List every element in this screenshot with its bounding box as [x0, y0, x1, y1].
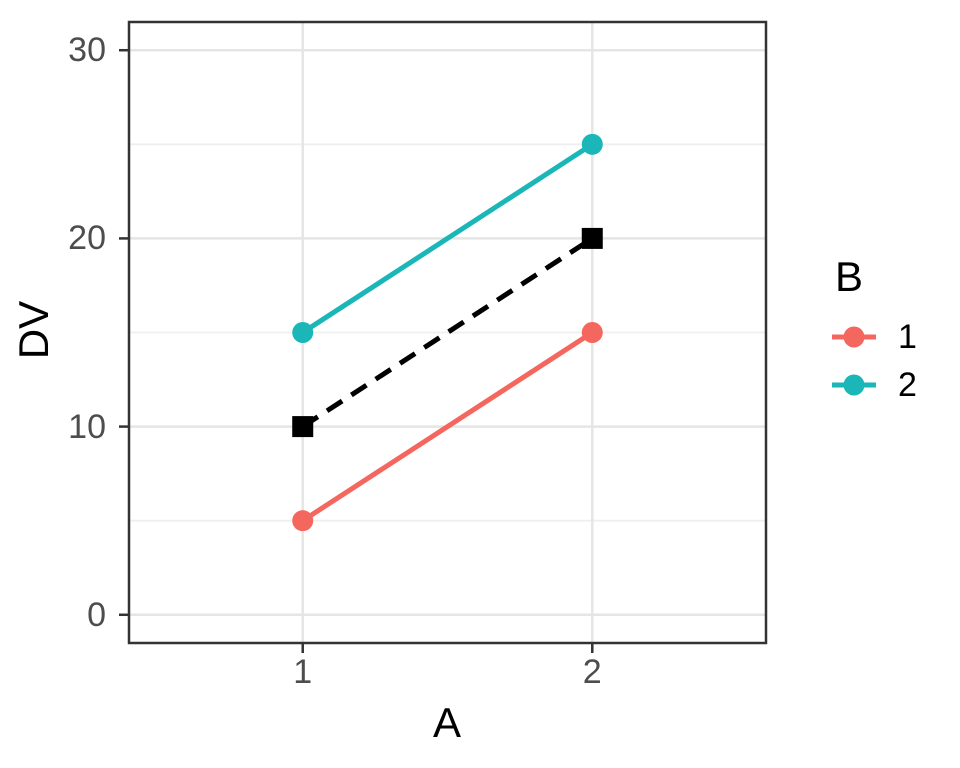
- marker-circle: [581, 322, 603, 343]
- marker-square: [581, 227, 603, 249]
- y-tick-label-0: 0: [87, 595, 106, 634]
- marker-circle: [292, 322, 314, 343]
- marker-circle: [292, 510, 314, 532]
- y-tick-label-30: 30: [68, 31, 106, 70]
- series-line-1: [301, 330, 594, 523]
- grid-minor: [129, 143, 766, 522]
- marker-square: [292, 416, 314, 438]
- x-axis-title: A: [432, 699, 461, 746]
- y-tick-label-20: 20: [68, 219, 106, 258]
- y-axis-title: DV: [10, 300, 57, 360]
- x-tick-label-1: 1: [293, 653, 313, 691]
- series-lines: [301, 142, 594, 523]
- panel-border: [127, 20, 768, 645]
- marker-circle: [581, 133, 603, 155]
- y-tick-label-10: 10: [68, 407, 106, 446]
- x-tick-label-2: 2: [582, 653, 602, 691]
- axis-tick-marks: [119, 48, 594, 653]
- series-line-2: [301, 142, 594, 335]
- series-markers: [292, 133, 603, 532]
